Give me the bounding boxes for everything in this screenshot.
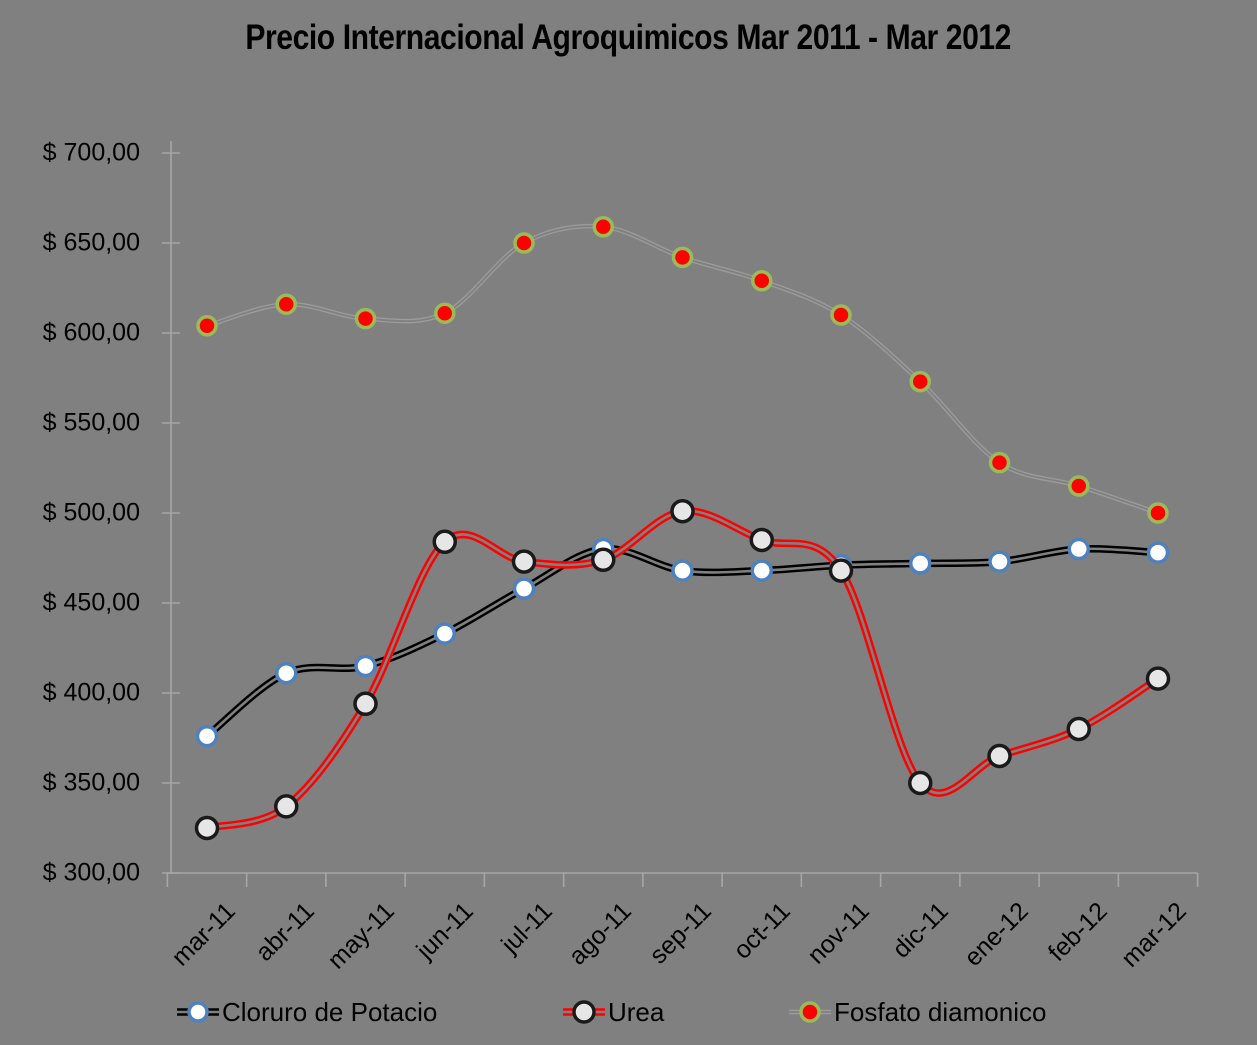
data-point-fosfato-diamonico-abr-11 (275, 293, 297, 315)
data-point-urea-abr-11 (274, 794, 299, 819)
legend-swatch-icon (177, 1001, 219, 1023)
data-point-urea-feb-12 (1066, 716, 1091, 742)
legend-swatch-urea (562, 994, 606, 1030)
data-point-fosfato-diamonico-may-11 (354, 307, 377, 330)
y-axis-label: $ 450,00 (42, 588, 140, 617)
data-point-fosfato-diamonico-sep-11 (671, 246, 694, 269)
data-point-cloruro-de-potacio-may-11 (354, 654, 377, 678)
data-point-fosfato-diamonico-ene-12 (988, 451, 1011, 474)
y-axis-label: $ 350,00 (42, 768, 140, 797)
data-point-fosfato-diamonico-nov-11 (830, 304, 852, 326)
data-point-fosfato-diamonico-mar-11 (196, 315, 218, 337)
data-point-cloruro-de-potacio-jul-11 (512, 577, 536, 600)
legend: Cloruro de Potacio Urea Fosfato diamonico (0, 994, 1257, 1034)
legend-swatch-fosfato-diamonico (788, 994, 832, 1030)
data-point-fosfato-diamonico-oct-11 (751, 270, 773, 292)
data-point-fosfato-diamonico-ago-11 (592, 216, 614, 238)
data-point-cloruro-de-potacio-dic-11 (909, 552, 932, 575)
data-point-cloruro-de-potacio-mar-11 (195, 724, 219, 748)
data-point-fosfato-diamonico-jun-11 (434, 302, 456, 324)
data-point-cloruro-de-potacio-sep-11 (671, 559, 694, 582)
y-axis-label: $ 500,00 (42, 498, 140, 527)
data-point-urea-mar-11 (194, 815, 220, 841)
y-axis-label: $ 700,00 (42, 138, 140, 167)
data-point-fosfato-diamonico-dic-11 (909, 370, 931, 393)
data-point-urea-mar-12 (1145, 666, 1171, 691)
data-point-fosfato-diamonico-feb-12 (1068, 475, 1090, 497)
data-point-urea-jul-11 (511, 549, 537, 574)
data-point-cloruro-de-potacio-oct-11 (750, 559, 773, 582)
data-point-urea-oct-11 (749, 527, 774, 553)
legend-swatch-icon (563, 1000, 605, 1024)
legend-swatch-cloruro-de-potacio (176, 994, 220, 1030)
legend-item: Urea (562, 994, 664, 1030)
legend-label: Fosfato diamonico (834, 996, 1047, 1027)
data-point-urea-ene-12 (987, 743, 1012, 769)
chart-title: Precio Internacional Agroquimicos Mar 20… (245, 18, 1012, 57)
y-axis-label: $ 650,00 (42, 228, 140, 257)
data-point-urea-sep-11 (670, 498, 695, 524)
data-point-cloruro-de-potacio-mar-12 (1146, 541, 1170, 564)
data-point-urea-nov-11 (828, 558, 854, 583)
y-axis-label: $ 600,00 (42, 318, 140, 347)
data-point-cloruro-de-potacio-abr-11 (275, 661, 298, 685)
data-point-urea-dic-11 (908, 770, 933, 796)
legend-item: Cloruro de Potacio (176, 994, 437, 1030)
legend-label: Urea (608, 996, 665, 1027)
data-point-cloruro-de-potacio-feb-12 (1067, 537, 1090, 561)
data-point-urea-jun-11 (432, 529, 457, 555)
data-point-fosfato-diamonico-jul-11 (513, 232, 535, 254)
data-point-fosfato-diamonico-mar-12 (1147, 502, 1169, 524)
legend-label: Cloruro de Potacio (222, 996, 438, 1027)
series-line-inner-fosfato-diamonico (206, 225, 1159, 514)
data-point-urea-may-11 (353, 691, 378, 717)
y-axis-label: $ 300,00 (42, 858, 140, 887)
y-axis-label: $ 400,00 (42, 678, 140, 707)
legend-swatch-icon (789, 1001, 831, 1023)
data-point-urea-ago-11 (591, 547, 616, 573)
data-point-cloruro-de-potacio-jun-11 (433, 622, 456, 645)
legend-item: Fosfato diamonico (788, 994, 1046, 1030)
y-axis-label: $ 550,00 (42, 408, 140, 437)
data-point-cloruro-de-potacio-ene-12 (988, 550, 1011, 573)
